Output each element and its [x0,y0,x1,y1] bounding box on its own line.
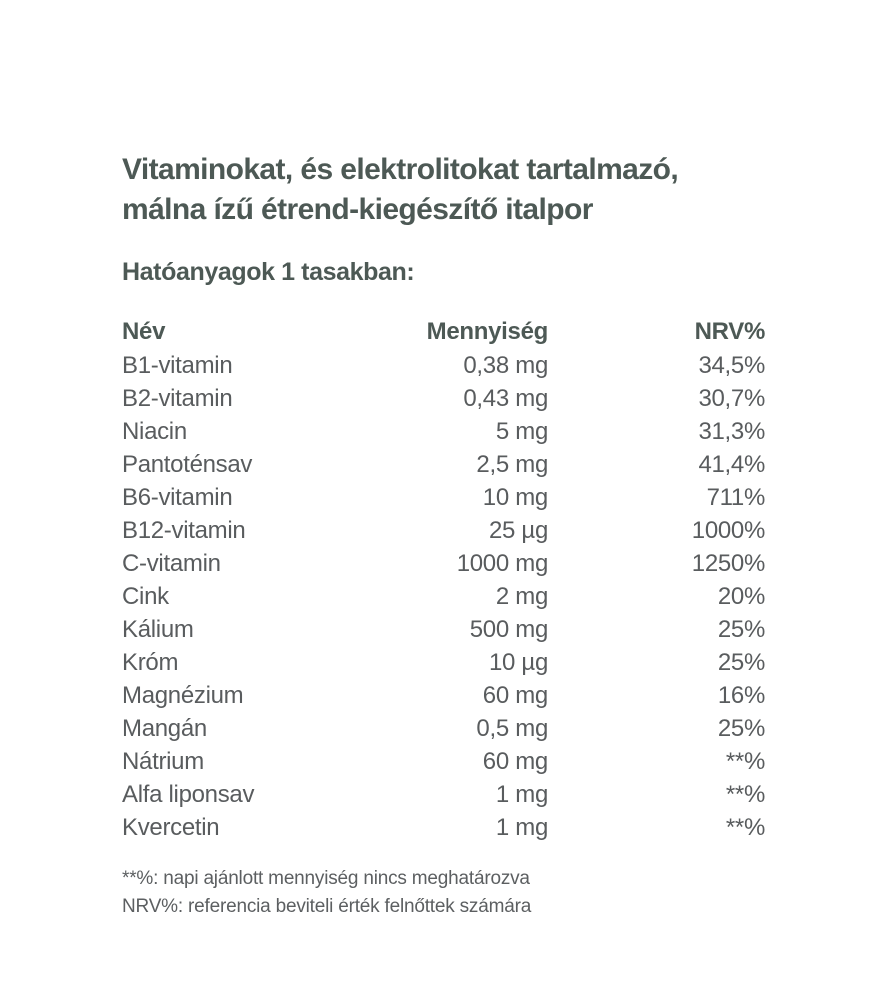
ingredient-name: Pantoténsav [122,450,253,478]
product-title-line-2: málna ízű étrend-kiegészítő italpor [122,193,593,226]
ingredient-nrv: 31,3% [698,417,765,445]
ingredient-amount: 2 mg [495,582,548,610]
ingredient-amount: 10 mg [482,483,549,511]
ingredient-amount: 0,43 mg [463,384,548,412]
column-header-name: Név [122,317,166,345]
ingredient-name: B12-vitamin [122,516,246,544]
table-row: Niacin 5 mg 31,3% [122,415,767,448]
ingredient-nrv: 41,4% [698,450,765,478]
ingredient-nrv: 16% [717,681,765,709]
ingredient-amount: 5 mg [495,417,548,445]
product-title: Vitaminokat, és elektrolitokat tartalmaz… [122,150,767,230]
ingredient-amount: 25 µg [488,516,548,544]
ingredient-nrv: 1250% [691,549,766,577]
ingredient-name: Mangán [122,714,207,742]
table-row: B2-vitamin 0,43 mg 30,7% [122,382,767,415]
ingredient-amount: 1 mg [495,780,548,808]
ingredient-name: B1-vitamin [122,351,233,379]
ingredient-amount: 500 mg [469,615,549,643]
label-content: Vitaminokat, és elektrolitokat tartalmaz… [122,150,767,921]
ingredient-nrv: 711% [706,483,766,511]
ingredient-nrv: **% [725,747,765,775]
ingredient-amount: 60 mg [482,747,549,775]
ingredient-nrv: **% [725,780,765,808]
table-row: Magnézium 60 mg 16% [122,679,767,712]
ingredient-nrv: 1000% [691,516,766,544]
column-header-amount: Mennyiség [426,317,549,345]
ingredient-nrv: 25% [717,648,765,676]
ingredient-name: B6-vitamin [122,483,233,511]
ingredient-amount: 10 µg [488,648,548,676]
ingredient-name: Nátrium [122,747,204,775]
ingredient-nrv: 25% [717,714,765,742]
ingredient-name: C-vitamin [122,549,221,577]
table-row: B1-vitamin 0,38 mg 34,5% [122,349,767,382]
ingredient-nrv: **% [725,813,765,841]
table-row: Kálium 500 mg 25% [122,613,767,646]
table-row: B6-vitamin 10 mg 711% [122,481,767,514]
ingredient-name: Niacin [122,417,187,445]
ingredient-amount: 1000 mg [456,549,549,577]
ingredient-nrv: 25% [717,615,765,643]
ingredient-amount: 0,38 mg [463,351,548,379]
ingredient-nrv: 30,7% [698,384,765,412]
table-row: Nátrium 60 mg **% [122,745,767,778]
footnotes: **%: napi ajánlott mennyiség nincs megha… [122,865,767,921]
ingredient-name: Króm [122,648,179,676]
table-row: C-vitamin 1000 mg 1250% [122,547,767,580]
ingredient-amount: 1 mg [495,813,548,841]
ingredient-name: Alfa liponsav [122,780,255,808]
table-row: Kvercetin 1 mg **% [122,811,767,844]
table-row: Alfa liponsav 1 mg **% [122,778,767,811]
table-header-row: Név Mennyiség NRV% [122,314,767,349]
footnote-nrv-definition: NRV%: referencia beviteli érték felnőtte… [122,896,532,917]
ingredient-amount: 0,5 mg [476,714,548,742]
column-header-nrv: NRV% [694,317,766,345]
product-title-line-1: Vitaminokat, és elektrolitokat tartalmaz… [122,153,679,186]
ingredients-table: Név Mennyiség NRV% B1-vitamin 0,38 mg 34… [122,314,767,844]
ingredient-name: Kálium [122,615,194,643]
ingredient-amount: 60 mg [482,681,549,709]
table-row: Pantoténsav 2,5 mg 41,4% [122,448,767,481]
ingredient-name: Cink [122,582,169,610]
footnote-double-asterisk: **%: napi ajánlott mennyiség nincs megha… [122,868,530,889]
table-row: Króm 10 µg 25% [122,646,767,679]
ingredient-amount: 2,5 mg [476,450,548,478]
section-heading-active-ingredients: Hatóanyagok 1 tasakban: [122,258,415,286]
ingredient-nrv: 20% [717,582,765,610]
table-row: Cink 2 mg 20% [122,580,767,613]
table-row: Mangán 0,5 mg 25% [122,712,767,745]
ingredient-name: Magnézium [122,681,244,709]
ingredient-name: Kvercetin [122,813,220,841]
ingredient-name: B2-vitamin [122,384,233,412]
table-row: B12-vitamin 25 µg 1000% [122,514,767,547]
ingredient-nrv: 34,5% [698,351,765,379]
table-body: B1-vitamin 0,38 mg 34,5% B2-vitamin 0,43… [122,349,767,844]
